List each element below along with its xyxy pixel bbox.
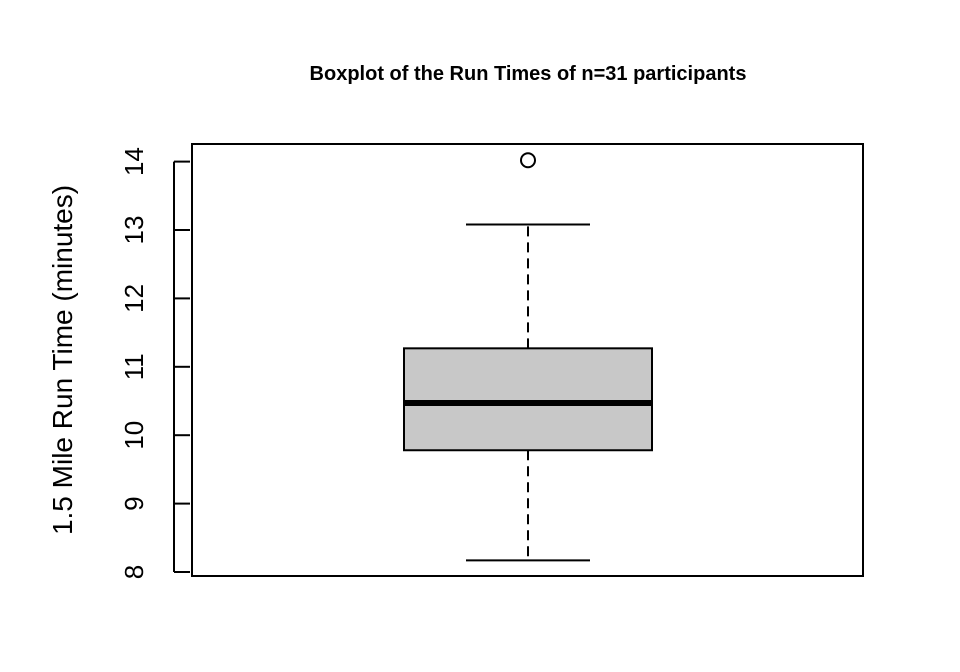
y-tick-label: 10	[119, 421, 149, 450]
y-axis-label: 1.5 Mile Run Time (minutes)	[47, 185, 78, 535]
y-axis-ticks: 8 9 10 11 12 13 14	[119, 147, 190, 579]
box-group	[403, 152, 653, 562]
plot-frame	[191, 143, 864, 577]
y-tick-label: 9	[119, 496, 149, 510]
outlier-point	[520, 152, 536, 169]
y-tick-label: 14	[119, 147, 149, 176]
chart-title: Boxplot of the Run Times of n=31 partici…	[310, 63, 747, 85]
interquartile-box	[403, 347, 653, 452]
y-tick-label: 11	[119, 353, 149, 380]
y-tick-label: 13	[119, 216, 149, 245]
y-tick-label: 12	[119, 284, 149, 313]
y-tick-label: 8	[119, 565, 149, 579]
